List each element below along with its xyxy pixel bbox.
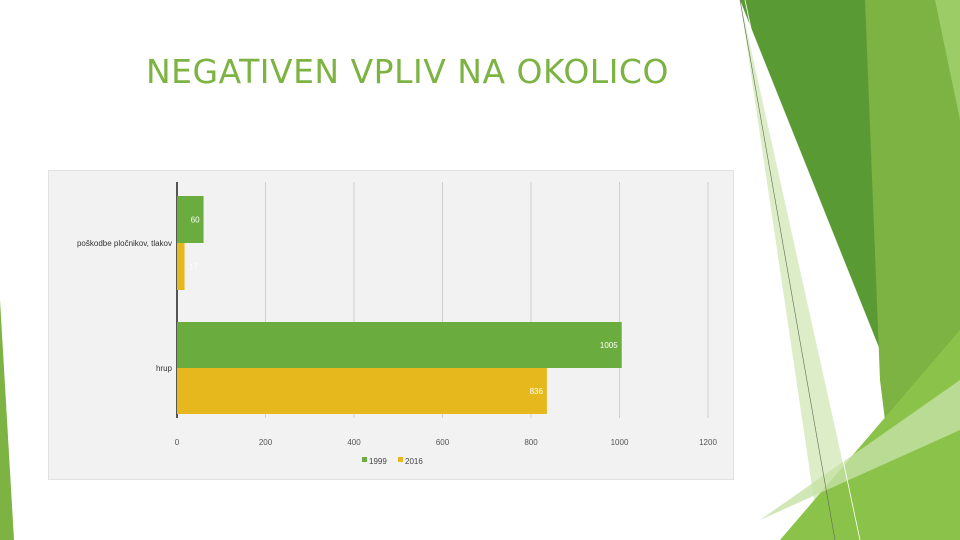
x-tick-label: 600: [436, 438, 450, 447]
right-panel-line: [739, 0, 836, 540]
legend-label: 2016: [405, 457, 423, 466]
right-panel-line-2: [744, 0, 861, 540]
data-label: 1005: [600, 341, 618, 350]
bar-1999: [177, 196, 204, 243]
x-tick-label: 1200: [699, 438, 717, 447]
data-label: 60: [191, 216, 200, 225]
legend-swatch-1999: [362, 457, 367, 462]
category-label: hrup: [156, 364, 173, 373]
right-panel-pale-triangle: [740, 0, 860, 540]
x-tick-label: 400: [347, 438, 361, 447]
right-panel-pale-lower: [760, 380, 960, 520]
data-label: 17: [189, 263, 198, 272]
x-tick-label: 1000: [611, 438, 629, 447]
slide-title: NEGATIVEN VPLIV NA OKOLICO: [146, 52, 669, 91]
legend-label: 1999: [369, 457, 387, 466]
x-tick-label: 0: [175, 438, 180, 447]
bar-2016: [177, 368, 547, 414]
bar-1999: [177, 322, 622, 368]
right-panel-lightgreen: [935, 0, 960, 120]
x-tick-label: 800: [524, 438, 538, 447]
x-tick-label: 200: [259, 438, 273, 447]
data-label: 836: [530, 387, 544, 396]
category-label: poškodbe pločnikov, tlakov: [77, 239, 172, 248]
left-edge-triangle: [0, 300, 14, 540]
right-panel-darkgreen: [740, 0, 900, 400]
bar-2016: [177, 243, 185, 290]
legend-swatch-2016: [398, 457, 403, 462]
